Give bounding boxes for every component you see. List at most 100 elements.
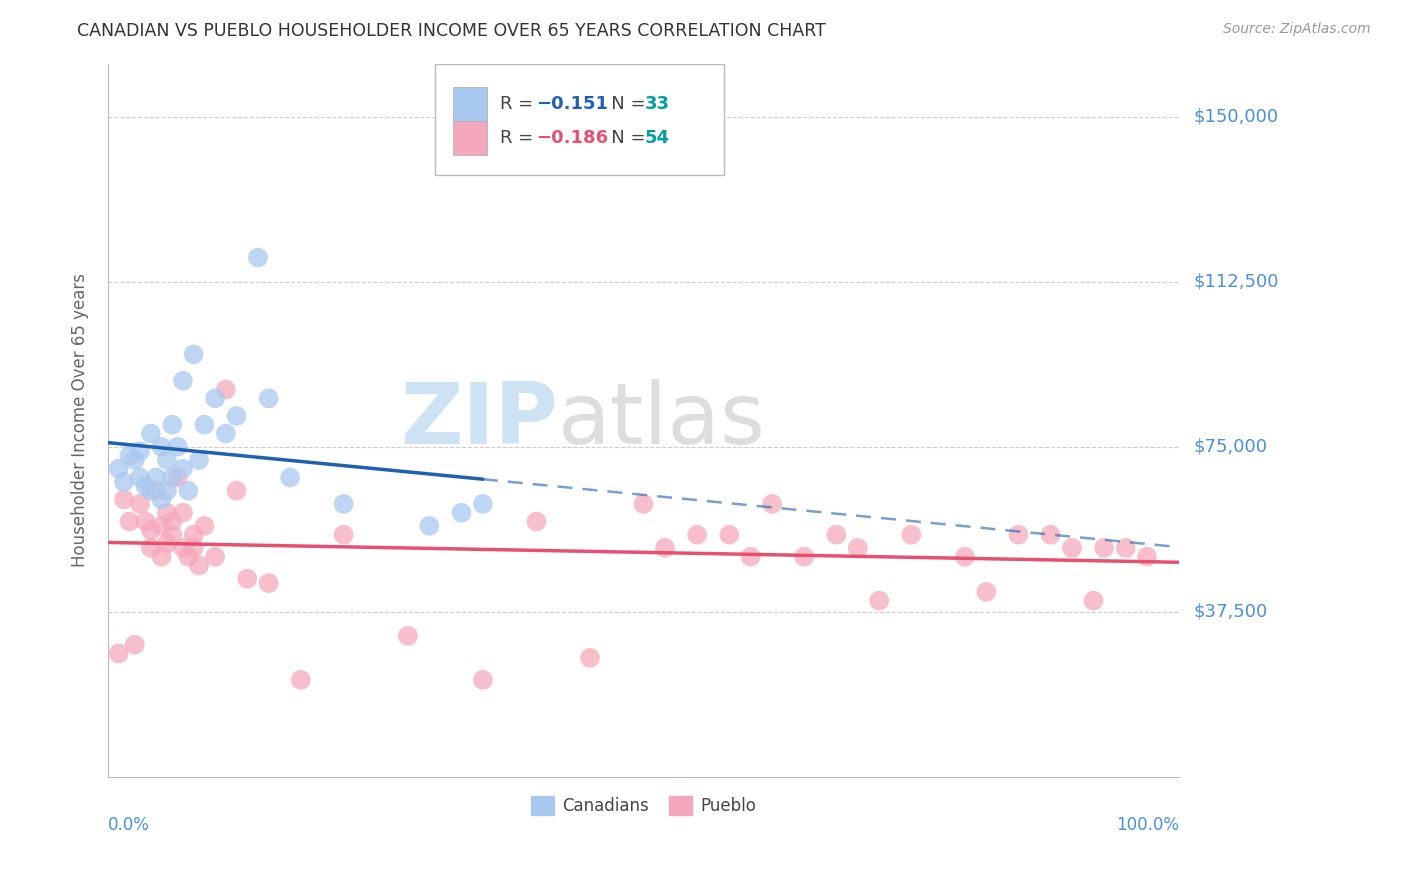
Point xyxy=(129,497,152,511)
Point xyxy=(278,470,301,484)
Point xyxy=(107,461,129,475)
Text: 0.0%: 0.0% xyxy=(108,816,150,834)
Point xyxy=(129,470,152,484)
Point xyxy=(162,515,184,529)
FancyBboxPatch shape xyxy=(434,64,724,175)
Point xyxy=(1060,541,1083,555)
Point xyxy=(183,347,205,361)
Text: atlas: atlas xyxy=(558,379,766,462)
Point xyxy=(156,453,179,467)
Point xyxy=(124,453,146,467)
Point xyxy=(183,541,205,555)
Legend: Canadians, Pueblo: Canadians, Pueblo xyxy=(524,789,763,822)
Point xyxy=(633,497,655,511)
Point xyxy=(740,549,762,564)
Point xyxy=(215,383,238,397)
Point xyxy=(953,549,976,564)
Text: 33: 33 xyxy=(644,95,669,113)
Point xyxy=(172,461,194,475)
Point xyxy=(290,673,312,687)
Point xyxy=(145,470,167,484)
Point xyxy=(718,527,741,541)
Point xyxy=(162,470,184,484)
Text: R =: R = xyxy=(501,129,538,147)
Point xyxy=(900,527,922,541)
Text: Source: ZipAtlas.com: Source: ZipAtlas.com xyxy=(1223,22,1371,37)
Point xyxy=(156,506,179,520)
Point xyxy=(177,549,200,564)
Point xyxy=(471,673,494,687)
Point xyxy=(188,453,211,467)
Text: −0.186: −0.186 xyxy=(537,129,609,147)
Point xyxy=(118,449,141,463)
Point xyxy=(1083,593,1105,607)
Point xyxy=(107,647,129,661)
Text: 54: 54 xyxy=(644,129,669,147)
Text: $37,500: $37,500 xyxy=(1194,603,1267,621)
Point xyxy=(246,251,269,265)
Point xyxy=(332,527,354,541)
Point xyxy=(225,409,247,423)
Point xyxy=(166,440,188,454)
Point xyxy=(761,497,783,511)
FancyBboxPatch shape xyxy=(453,87,486,121)
Point xyxy=(139,426,162,441)
Text: $112,500: $112,500 xyxy=(1194,273,1278,291)
Point xyxy=(193,417,215,432)
Point xyxy=(139,541,162,555)
Point xyxy=(1039,527,1062,541)
Text: N =: N = xyxy=(595,129,651,147)
Point xyxy=(793,549,815,564)
Point xyxy=(129,444,152,458)
Point xyxy=(162,527,184,541)
Text: −0.151: −0.151 xyxy=(537,95,609,113)
Point xyxy=(150,519,173,533)
Point xyxy=(118,515,141,529)
Point xyxy=(1092,541,1115,555)
Point xyxy=(139,524,162,538)
Point xyxy=(124,638,146,652)
Point xyxy=(112,475,135,489)
Point xyxy=(162,417,184,432)
Point xyxy=(166,470,188,484)
Point xyxy=(686,527,709,541)
Point xyxy=(204,549,226,564)
Point xyxy=(257,576,280,591)
Point xyxy=(579,651,602,665)
Point xyxy=(396,629,419,643)
Point xyxy=(526,515,548,529)
Point xyxy=(134,479,156,493)
Text: ZIP: ZIP xyxy=(401,379,558,462)
FancyBboxPatch shape xyxy=(453,121,486,155)
Point xyxy=(976,585,998,599)
Point xyxy=(188,558,211,573)
Point xyxy=(145,483,167,498)
Point xyxy=(156,536,179,550)
Point xyxy=(868,593,890,607)
Point xyxy=(418,519,440,533)
Point xyxy=(150,549,173,564)
Point xyxy=(172,541,194,555)
Point xyxy=(139,483,162,498)
Point xyxy=(257,392,280,406)
Point xyxy=(236,572,259,586)
Point xyxy=(471,497,494,511)
Point xyxy=(172,506,194,520)
Text: R =: R = xyxy=(501,95,538,113)
Text: 100.0%: 100.0% xyxy=(1116,816,1180,834)
Point xyxy=(654,541,676,555)
Text: $150,000: $150,000 xyxy=(1194,108,1278,126)
Point xyxy=(1007,527,1029,541)
Point xyxy=(846,541,869,555)
Point xyxy=(1115,541,1137,555)
Point xyxy=(172,374,194,388)
Point xyxy=(225,483,247,498)
Point xyxy=(204,392,226,406)
Text: $75,000: $75,000 xyxy=(1194,438,1267,456)
Text: N =: N = xyxy=(595,95,651,113)
Point xyxy=(825,527,848,541)
Y-axis label: Householder Income Over 65 years: Householder Income Over 65 years xyxy=(72,273,89,567)
Point xyxy=(183,527,205,541)
Point xyxy=(193,519,215,533)
Point xyxy=(156,483,179,498)
